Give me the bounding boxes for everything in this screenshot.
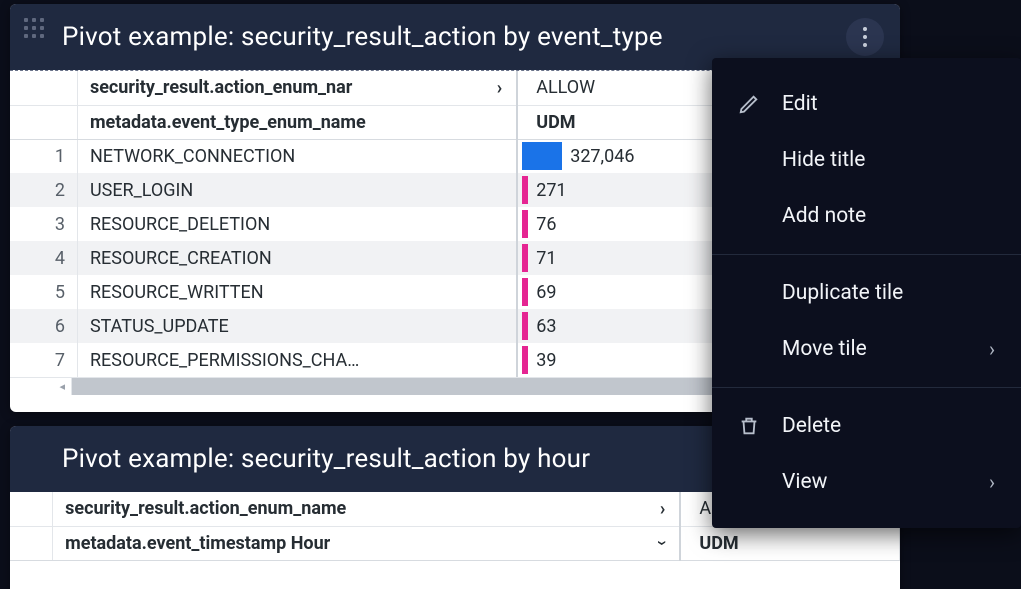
event-type-cell: USER_LOGIN — [77, 173, 517, 207]
header-event-type[interactable]: metadata.event_type_enum_name — [77, 105, 517, 139]
chevron-down-icon: › — [652, 540, 673, 545]
header-allow-udm[interactable]: UDM — [680, 526, 899, 560]
menu-item-add-note[interactable]: Add note — [712, 188, 1021, 244]
menu-item-label: Move tile — [782, 337, 989, 361]
menu-item-move[interactable]: Move tile› — [712, 321, 1021, 377]
value-number: 76 — [536, 214, 556, 235]
menu-item-edit[interactable]: Edit — [712, 76, 1021, 132]
header-blank-2 — [10, 526, 53, 560]
menu-item-label: Hide title — [782, 148, 995, 172]
value-bar — [522, 278, 528, 306]
value-bar — [522, 244, 528, 272]
row-number: 7 — [10, 343, 77, 377]
header-allow-label: ALLOW — [536, 77, 595, 98]
value-number: 327,046 — [570, 146, 634, 167]
menu-item-label: Delete — [782, 414, 995, 438]
value-bar — [522, 346, 528, 374]
row-number: 4 — [10, 241, 77, 275]
chevron-right-icon: › — [989, 470, 995, 494]
tile-menu-button[interactable] — [846, 18, 884, 56]
chevron-right-icon: › — [497, 77, 502, 98]
header-blank-2 — [10, 105, 77, 139]
tile-title: Pivot example: security_result_action by… — [62, 22, 663, 52]
value-bar — [522, 142, 562, 170]
menu-item-label: View — [782, 470, 989, 494]
header-event-type-label: metadata.event_type_enum_name — [90, 112, 366, 133]
value-number: 271 — [536, 180, 566, 201]
pencil-icon — [738, 93, 782, 115]
value-number: 69 — [536, 282, 556, 303]
header-allow-udm-label: UDM — [536, 112, 575, 133]
row-number: 6 — [10, 309, 77, 343]
event-type-cell: RESOURCE_PERMISSIONS_CHA… — [77, 343, 517, 377]
header-allow-udm-label: UDM — [699, 533, 738, 554]
value-number: 39 — [536, 350, 556, 371]
chevron-right-icon: › — [660, 498, 665, 519]
menu-separator — [712, 254, 1021, 255]
row-number: 1 — [10, 139, 77, 173]
event-type-cell: RESOURCE_CREATION — [77, 241, 517, 275]
drag-handle-icon[interactable] — [24, 18, 46, 40]
row-number: 3 — [10, 207, 77, 241]
menu-item-hide-title[interactable]: Hide title — [712, 132, 1021, 188]
header-action-enum[interactable]: security_result.action_enum_name › — [53, 492, 681, 526]
row-number: 5 — [10, 275, 77, 309]
menu-item-label: Add note — [782, 204, 995, 228]
trash-icon — [738, 415, 782, 437]
header-blank — [10, 71, 77, 105]
value-bar — [522, 312, 528, 340]
menu-item-label: Edit — [782, 92, 995, 116]
value-number: 71 — [536, 248, 556, 269]
menu-item-delete[interactable]: Delete — [712, 398, 1021, 454]
header-timestamp-hour[interactable]: metadata.event_timestamp Hour › — [53, 526, 681, 560]
menu-item-view[interactable]: View› — [712, 454, 1021, 510]
event-type-cell: RESOURCE_WRITTEN — [77, 275, 517, 309]
header-blank — [10, 492, 53, 526]
value-number: 63 — [536, 316, 556, 337]
event-type-cell: NETWORK_CONNECTION — [77, 139, 517, 173]
kebab-icon — [863, 27, 867, 47]
header-action-enum[interactable]: security_result.action_enum_nar › — [77, 71, 517, 105]
row-number: 2 — [10, 173, 77, 207]
menu-item-label: Duplicate tile — [782, 281, 995, 305]
header-action-enum-label: security_result.action_enum_name — [65, 498, 346, 519]
value-bar — [522, 176, 528, 204]
event-type-cell: RESOURCE_DELETION — [77, 207, 517, 241]
value-bar — [522, 210, 528, 238]
header-timestamp-hour-label: metadata.event_timestamp Hour — [65, 533, 330, 554]
tile-context-menu: Edit Hide title Add note Duplicate tile Move… — [712, 58, 1021, 528]
event-type-cell: STATUS_UPDATE — [77, 309, 517, 343]
tile-title: Pivot example: security_result_action by… — [62, 444, 590, 474]
menu-item-duplicate[interactable]: Duplicate tile — [712, 265, 1021, 321]
menu-separator — [712, 387, 1021, 388]
chevron-right-icon: › — [989, 337, 995, 361]
header-action-enum-label: security_result.action_enum_nar — [90, 77, 352, 98]
